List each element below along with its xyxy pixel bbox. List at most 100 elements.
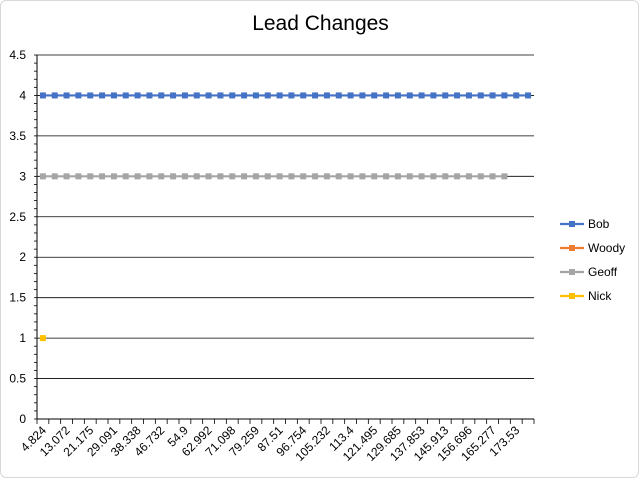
data-point-geoff bbox=[288, 173, 295, 180]
data-point-geoff bbox=[489, 173, 496, 180]
data-point-geoff bbox=[335, 173, 342, 180]
data-point-bob bbox=[276, 92, 283, 99]
data-point-bob bbox=[323, 92, 330, 99]
data-point-bob bbox=[99, 92, 106, 99]
data-point-bob bbox=[312, 92, 319, 99]
data-point-geoff bbox=[312, 173, 319, 180]
y-tick-label: 4.5 bbox=[9, 48, 26, 62]
data-point-geoff bbox=[181, 173, 188, 180]
data-point-bob bbox=[63, 92, 70, 99]
legend-marker-geoff bbox=[569, 269, 575, 275]
legend-marker-nick bbox=[569, 293, 575, 299]
data-point-bob bbox=[300, 92, 307, 99]
data-point-bob bbox=[454, 92, 461, 99]
data-point-geoff bbox=[87, 173, 94, 180]
data-point-geoff bbox=[252, 173, 259, 180]
data-point-bob bbox=[122, 92, 129, 99]
data-point-geoff bbox=[193, 173, 200, 180]
data-point-geoff bbox=[170, 173, 177, 180]
data-point-bob bbox=[513, 92, 520, 99]
data-point-geoff bbox=[75, 173, 82, 180]
data-point-geoff bbox=[477, 173, 484, 180]
data-point-bob bbox=[394, 92, 401, 99]
data-point-bob bbox=[371, 92, 378, 99]
data-point-geoff bbox=[442, 173, 449, 180]
data-point-bob bbox=[383, 92, 390, 99]
data-point-bob bbox=[525, 92, 532, 99]
data-point-bob bbox=[146, 92, 153, 99]
data-point-bob bbox=[406, 92, 413, 99]
data-point-bob bbox=[252, 92, 259, 99]
data-point-geoff bbox=[63, 173, 70, 180]
data-point-bob bbox=[170, 92, 177, 99]
data-point-bob bbox=[51, 92, 58, 99]
data-point-geoff bbox=[371, 173, 378, 180]
data-point-bob bbox=[347, 92, 354, 99]
data-point-bob bbox=[241, 92, 248, 99]
data-point-nick bbox=[39, 335, 46, 342]
data-point-geoff bbox=[383, 173, 390, 180]
data-point-bob bbox=[229, 92, 236, 99]
data-point-bob bbox=[264, 92, 271, 99]
data-point-bob bbox=[477, 92, 484, 99]
legend-label-nick: Nick bbox=[588, 289, 612, 303]
legend-label-bob: Bob bbox=[588, 217, 610, 231]
data-point-bob bbox=[87, 92, 94, 99]
y-tick-label: 0 bbox=[19, 412, 26, 426]
y-tick-label: 0.5 bbox=[9, 372, 26, 386]
y-tick-label: 1 bbox=[19, 331, 26, 345]
y-tick-label: 2 bbox=[19, 250, 26, 264]
data-point-geoff bbox=[359, 173, 366, 180]
data-point-bob bbox=[418, 92, 425, 99]
chart-title: Lead Changes bbox=[252, 12, 389, 35]
legend-marker-woody bbox=[569, 245, 575, 251]
data-point-bob bbox=[430, 92, 437, 99]
data-point-geoff bbox=[51, 173, 58, 180]
data-point-geoff bbox=[394, 173, 401, 180]
data-point-bob bbox=[205, 92, 212, 99]
data-point-geoff bbox=[241, 173, 248, 180]
data-point-geoff bbox=[465, 173, 472, 180]
data-point-geoff bbox=[134, 173, 141, 180]
data-point-geoff bbox=[406, 173, 413, 180]
data-point-geoff bbox=[205, 173, 212, 180]
data-point-geoff bbox=[229, 173, 236, 180]
data-point-bob bbox=[335, 92, 342, 99]
data-point-geoff bbox=[99, 173, 106, 180]
legend-label-geoff: Geoff bbox=[588, 265, 618, 279]
data-point-geoff bbox=[454, 173, 461, 180]
data-point-geoff bbox=[418, 173, 425, 180]
data-point-bob bbox=[489, 92, 496, 99]
data-point-bob bbox=[39, 92, 46, 99]
legend-marker-bob bbox=[569, 221, 575, 227]
data-point-geoff bbox=[264, 173, 271, 180]
data-point-geoff bbox=[39, 173, 46, 180]
data-point-geoff bbox=[146, 173, 153, 180]
data-point-bob bbox=[465, 92, 472, 99]
data-point-bob bbox=[193, 92, 200, 99]
y-tick-label: 3 bbox=[19, 169, 26, 183]
data-point-bob bbox=[442, 92, 449, 99]
legend-label-woody: Woody bbox=[588, 241, 625, 255]
data-point-bob bbox=[181, 92, 188, 99]
data-point-geoff bbox=[110, 173, 117, 180]
data-point-geoff bbox=[430, 173, 437, 180]
data-point-bob bbox=[134, 92, 141, 99]
data-point-bob bbox=[75, 92, 82, 99]
y-tick-label: 3.5 bbox=[9, 129, 26, 143]
data-point-geoff bbox=[501, 173, 508, 180]
data-point-geoff bbox=[276, 173, 283, 180]
data-point-bob bbox=[501, 92, 508, 99]
data-point-geoff bbox=[217, 173, 224, 180]
data-point-geoff bbox=[122, 173, 129, 180]
data-point-bob bbox=[110, 92, 117, 99]
data-point-bob bbox=[359, 92, 366, 99]
data-point-geoff bbox=[347, 173, 354, 180]
y-tick-label: 2.5 bbox=[9, 210, 26, 224]
data-point-bob bbox=[158, 92, 165, 99]
data-point-bob bbox=[288, 92, 295, 99]
data-point-geoff bbox=[323, 173, 330, 180]
y-tick-label: 4 bbox=[19, 88, 26, 102]
